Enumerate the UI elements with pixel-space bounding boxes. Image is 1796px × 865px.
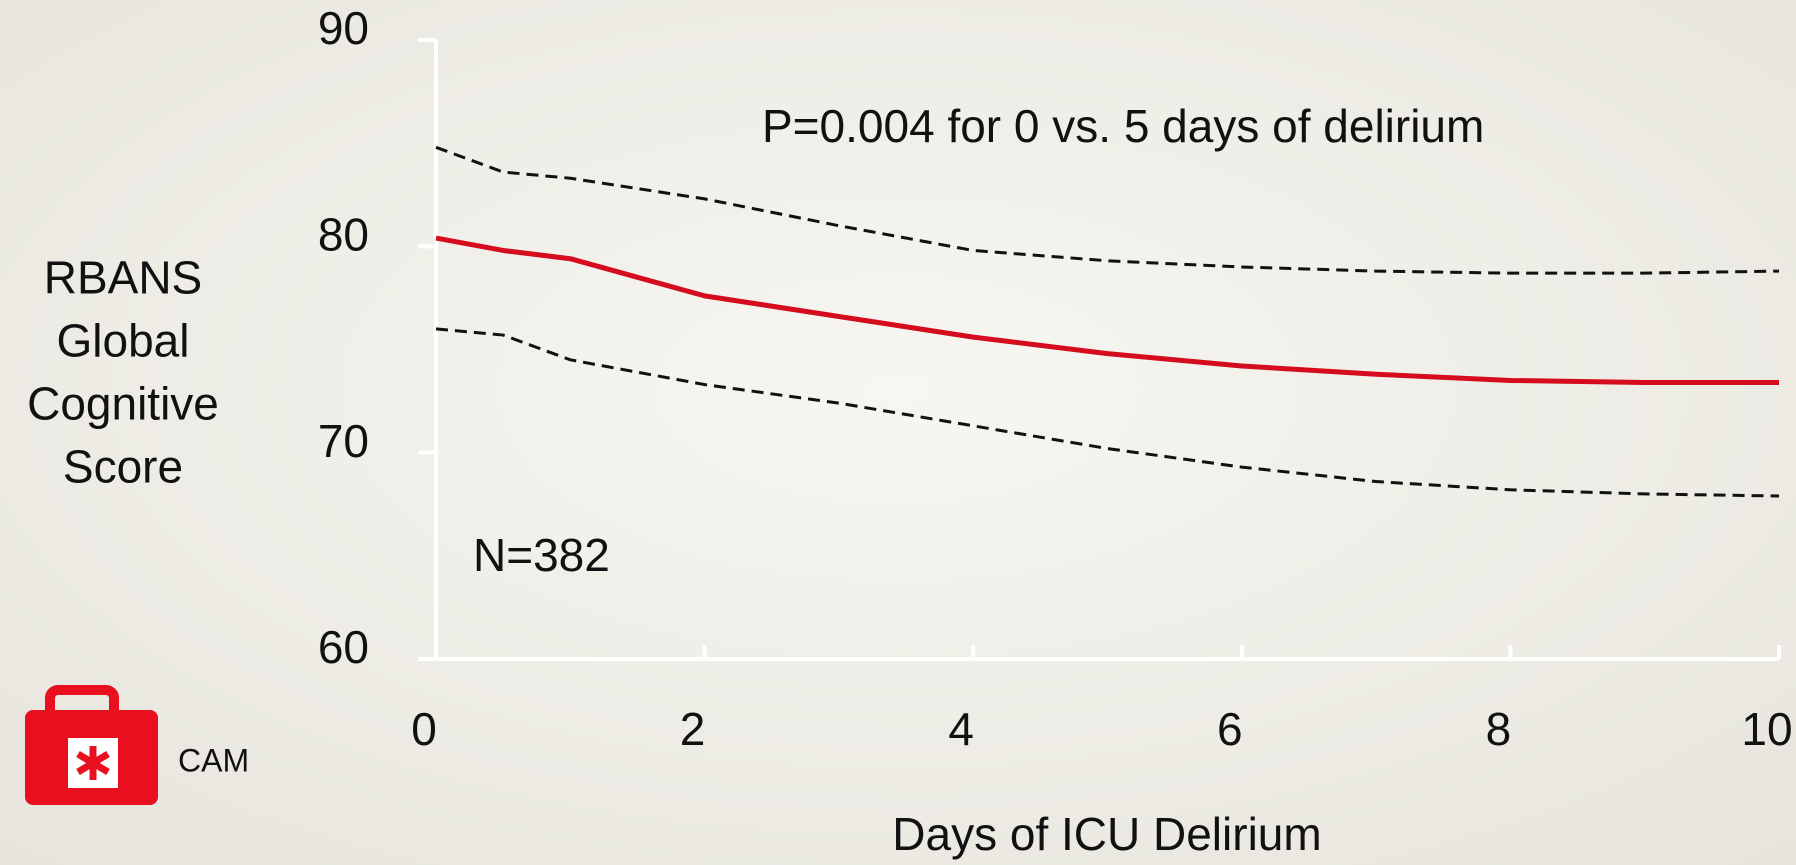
x-tick-label: 2 — [680, 703, 706, 755]
annotation: P=0.004 for 0 vs. 5 days of delirium — [762, 100, 1484, 152]
y-tick-label: 80 — [318, 208, 369, 260]
x-tick-label: 10 — [1741, 703, 1792, 755]
x-tick-label: 8 — [1486, 703, 1512, 755]
x-tick-label: 4 — [948, 703, 974, 755]
annotation: N=382 — [473, 529, 610, 581]
series-line — [435, 235, 1779, 386]
y-axis-label: RBANS Global Cognitive Score — [27, 252, 219, 493]
y-tick-label: 60 — [318, 621, 369, 673]
series-line — [435, 327, 1780, 498]
x-axis-label: Days of ICU Delirium — [892, 808, 1321, 860]
x-tick-label: 0 — [411, 703, 437, 755]
y-tick-label: 70 — [318, 415, 369, 467]
y-tick-label: 90 — [318, 2, 369, 54]
x-tick-label: 6 — [1217, 703, 1243, 755]
series-line — [435, 145, 1780, 275]
cam-logo — [25, 685, 158, 805]
logo-text: CAM — [178, 742, 249, 778]
